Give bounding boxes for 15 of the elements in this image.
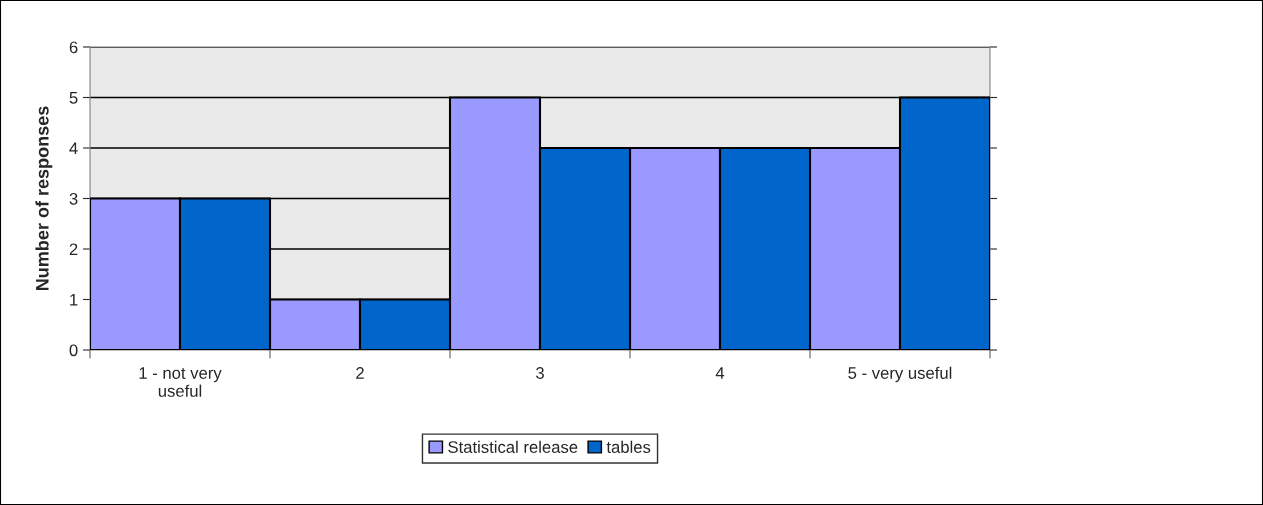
legend-label: tables <box>606 440 651 453</box>
x-tick-label: 2 <box>356 367 364 379</box>
y-tick-label: 0 <box>69 344 78 357</box>
x-tick-label: 5 - very useful <box>848 366 952 383</box>
y-axis-title: Number of responses <box>35 106 53 291</box>
x-tick-label: 3 <box>536 367 544 379</box>
y-tick-label: 6 <box>69 41 78 54</box>
y-tick-label: 2 <box>69 243 78 256</box>
y-tick-label: 5 <box>69 92 78 104</box>
y-tick-label: 1 <box>70 294 78 306</box>
legend-label: Statistical release <box>448 440 578 453</box>
y-tick-label: 4 <box>69 142 78 155</box>
x-tick-label: 1 - not very useful <box>139 367 222 397</box>
x-tick-label: 4 <box>715 367 725 379</box>
y-tick-label: 3 <box>69 192 78 205</box>
